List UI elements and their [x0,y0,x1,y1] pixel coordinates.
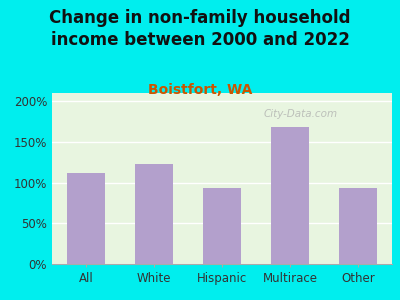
Bar [68,173,105,264]
Bar [135,164,173,264]
Text: City-Data.com: City-Data.com [263,109,337,118]
Text: Change in non-family household
income between 2000 and 2022: Change in non-family household income be… [49,9,351,49]
Bar [203,188,241,264]
Bar [339,188,376,264]
Text: Boistfort, WA: Boistfort, WA [148,82,252,97]
Bar [271,127,309,264]
